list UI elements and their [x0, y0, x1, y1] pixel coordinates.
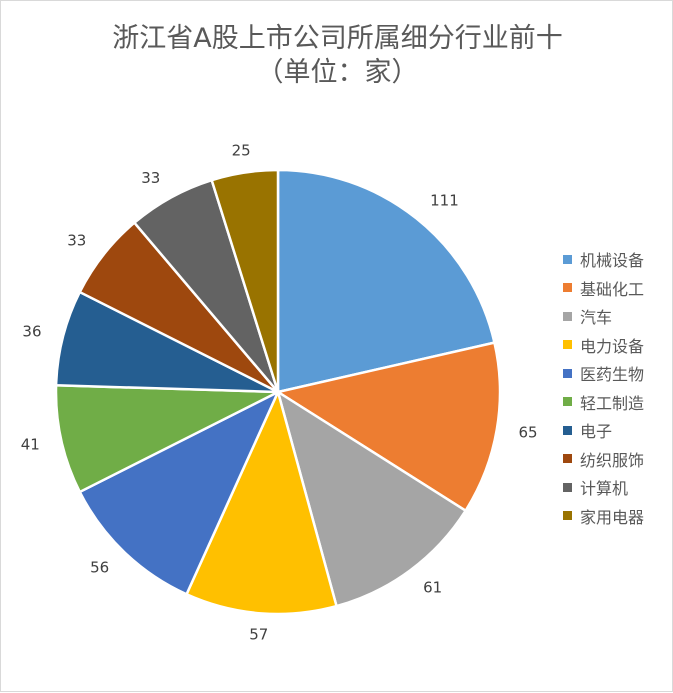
legend-label: 计算机 [580, 479, 629, 499]
legend-label: 汽车 [580, 308, 613, 328]
data-label: 41 [21, 435, 40, 453]
pie-slice [276, 341, 502, 512]
data-label: 65 [518, 424, 537, 442]
data-label: 57 [249, 626, 268, 644]
legend-item: 机械设备 [563, 245, 644, 274]
legend-item: 纺织服饰 [563, 445, 644, 474]
data-label: 25 [232, 141, 251, 159]
legend-swatch [563, 425, 572, 435]
chart-legend: 机械设备基础化工汽车电力设备医药生物轻工制造电子纺织服饰计算机家用电器 [563, 245, 644, 530]
legend-item: 电力设备 [563, 331, 644, 360]
legend-label: 纺织服饰 [580, 450, 645, 470]
chart-subtitle: （单位：家） [256, 57, 419, 88]
legend-item: 家用电器 [563, 502, 644, 531]
legend-swatch [563, 454, 572, 464]
legend-label: 电力设备 [580, 336, 645, 356]
legend-item: 医药生物 [563, 359, 644, 388]
legend-item: 汽车 [563, 302, 644, 331]
legend-swatch [563, 311, 572, 321]
legend-item: 计算机 [563, 473, 644, 502]
data-label: 36 [22, 322, 41, 340]
legend-label: 基础化工 [580, 279, 645, 299]
data-label: 56 [90, 559, 109, 577]
legend-item: 基础化工 [563, 274, 644, 303]
legend-item: 轻工制造 [563, 388, 644, 417]
pie-slice [210, 168, 280, 394]
legend-label: 家用电器 [580, 507, 645, 527]
legend-label: 轻工制造 [580, 393, 645, 413]
legend-swatch [563, 482, 572, 492]
legend-swatch [563, 397, 572, 407]
data-label: 111 [430, 192, 459, 210]
legend-swatch [563, 368, 572, 378]
pie-slice [276, 390, 467, 608]
data-label: 33 [141, 169, 160, 187]
legend-label: 医药生物 [580, 365, 645, 385]
pie-slice [276, 168, 496, 394]
legend-label: 电子 [580, 422, 613, 442]
data-label: 33 [67, 232, 86, 250]
data-label: 61 [423, 579, 442, 597]
legend-swatch [563, 254, 572, 264]
legend-swatch [563, 283, 572, 293]
pie-slice [185, 390, 338, 616]
legend-swatch [563, 511, 572, 521]
legend-label: 机械设备 [580, 251, 645, 271]
legend-item: 电子 [563, 416, 644, 445]
pie-slice [78, 390, 280, 596]
pie-slice [54, 384, 280, 494]
chart-title: 浙江省A股上市公司所属细分行业前十 [112, 23, 563, 54]
legend-swatch [563, 340, 572, 350]
